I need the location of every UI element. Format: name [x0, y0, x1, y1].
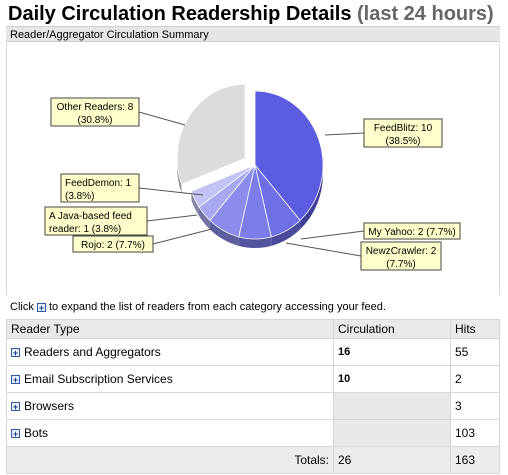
- col-header-reader-type: Reader Type: [6, 319, 334, 339]
- pie-connector-line: [285, 242, 362, 257]
- row-type-cell[interactable]: + Email Subscription Services: [6, 365, 334, 393]
- table-row: + Email Subscription Services 10 2: [6, 365, 500, 393]
- title-main: Daily Circulation Readership Details: [8, 3, 352, 25]
- pie-connector-line: [300, 230, 365, 240]
- col-header-hits: Hits: [450, 319, 500, 339]
- row-type-label: Readers and Aggregators: [24, 345, 161, 360]
- hint-suffix: to expand the list of readers from each …: [48, 301, 386, 313]
- pie-label-text: Other Readers: 8: [57, 102, 134, 113]
- row-type-cell[interactable]: + Browsers: [6, 392, 334, 420]
- plus-box-icon[interactable]: +: [11, 347, 20, 358]
- pie-label-text: My Yahoo: 2 (7.7%): [368, 227, 455, 238]
- plus-box-icon[interactable]: +: [11, 401, 20, 412]
- totals-circulation: 26: [333, 446, 451, 474]
- pie-connector-line: [138, 111, 186, 126]
- circulation-cell: 10: [333, 365, 451, 393]
- pie-label-box: [72, 235, 154, 253]
- pie-connector-line: [324, 132, 365, 136]
- pie-connector-line: [138, 187, 204, 196]
- expand-hint: Click + to expand the list of readers fr…: [10, 299, 500, 315]
- plus-box-icon: +: [36, 302, 46, 313]
- plus-box-icon[interactable]: +: [11, 374, 20, 385]
- pie-label-text: FeedBlitz: 10: [374, 123, 433, 134]
- table-row: + Bots 103: [6, 419, 500, 447]
- pie-label-box: [50, 97, 140, 127]
- title-suffix: (last 24 hours): [357, 3, 494, 25]
- page-title: Daily Circulation Readership Details (la…: [8, 2, 498, 26]
- row-type-label: Bots: [24, 426, 49, 441]
- pie-connector-line: [146, 214, 198, 222]
- hits-cell: 3: [450, 392, 500, 420]
- pie-connector-line: [152, 228, 213, 245]
- pie-label-box: [363, 222, 461, 240]
- pie-slice-side: [300, 165, 323, 230]
- row-type-label: Email Subscription Services: [24, 372, 173, 387]
- pie-slice: [176, 83, 246, 185]
- pie-label-text: A Java-based feed: [49, 211, 132, 222]
- pie-slice: [190, 164, 256, 208]
- circulation-cell: [333, 419, 451, 447]
- pie-label-text: FeedDemon: 1: [65, 178, 132, 189]
- pie-label-box: [363, 118, 443, 148]
- table-row: + Browsers 3: [6, 392, 500, 420]
- pie-label-text: (38.5%): [385, 136, 420, 147]
- totals-hits: 163: [450, 446, 500, 474]
- hits-cell: 103: [450, 419, 500, 447]
- reader-table: Reader Type Circulation Hits + Readers an…: [6, 319, 500, 474]
- pie-slice-side: [238, 236, 272, 249]
- pie-label-text: (7.7%): [386, 259, 415, 270]
- table-row: + Readers and Aggregators 16 55: [6, 338, 500, 366]
- section-header: Reader/Aggregator Circulation Summary: [6, 26, 500, 42]
- hint-prefix: Click: [10, 301, 34, 313]
- pie-chart-panel: FeedBlitz: 10 (38.5%) My Yahoo: 2 (7.7%) Ne…: [6, 43, 500, 295]
- circulation-cell: 16: [333, 338, 451, 366]
- pie-slice-side: [199, 207, 210, 230]
- pie-label-text: NewzCrawler: 2: [366, 246, 437, 257]
- hits-cell: 2: [450, 365, 500, 393]
- pie-label-text: reader: 1 (3.8%): [49, 224, 121, 235]
- row-type-cell[interactable]: + Bots: [6, 419, 334, 447]
- col-header-circulation: Circulation: [333, 319, 451, 339]
- pie-label-text: (3.8%): [65, 191, 94, 202]
- circulation-cell: [333, 392, 451, 420]
- totals-label: Totals:: [6, 446, 334, 474]
- pie-label-box: [360, 241, 442, 271]
- pie-label-box: [44, 206, 148, 236]
- pie-label-text: Rojo: 2 (7.7%): [81, 240, 145, 251]
- pie-label-text: (30.8%): [77, 115, 112, 126]
- row-type-cell[interactable]: + Readers and Aggregators: [6, 338, 334, 366]
- pie-slice-side: [191, 191, 200, 217]
- totals-row: Totals: 26 163: [6, 446, 500, 474]
- plus-box-icon[interactable]: +: [11, 428, 20, 439]
- hits-cell: 55: [450, 338, 500, 366]
- row-type-label: Browsers: [24, 399, 75, 414]
- pie-label-box: [60, 173, 140, 203]
- pie-slice: [254, 90, 324, 221]
- pie-chart: FeedBlitz: 10 (38.5%) My Yahoo: 2 (7.7%) Ne…: [44, 83, 461, 271]
- pie-slice-side: [177, 158, 182, 194]
